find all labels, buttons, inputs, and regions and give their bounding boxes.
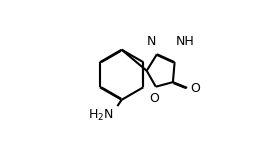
Text: N: N	[147, 35, 156, 48]
Text: O: O	[149, 92, 159, 105]
Text: NH: NH	[176, 35, 195, 48]
Text: O: O	[191, 82, 201, 95]
Text: H$_2$N: H$_2$N	[88, 108, 113, 123]
